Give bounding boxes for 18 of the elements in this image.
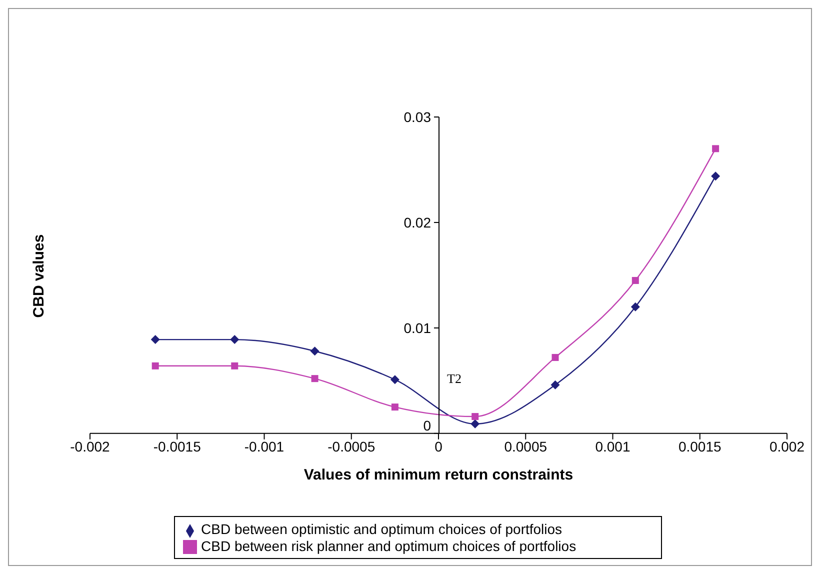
x-tick-label: -0.001 — [244, 438, 284, 454]
y-tick-label: 0 — [423, 417, 432, 434]
legend-label: CBD between risk planner and optimum choices of portfolios — [201, 538, 576, 554]
x-tick-label: 0.0005 — [504, 438, 548, 454]
x-tick-label: -0.002 — [70, 438, 110, 454]
legend-label: CBD between optimistic and optimum choices of portfolios — [201, 521, 562, 538]
x-axis-title: Values of minimum return constraints — [304, 466, 574, 484]
y-axis-title: CBD values — [30, 234, 48, 318]
x-tick-label: 0 — [434, 438, 443, 454]
y-tick-label: 0.01 — [404, 320, 432, 336]
y-tick-label: 0.03 — [404, 109, 432, 125]
x-tick-label: 0.0015 — [678, 438, 722, 454]
x-tick-label: -0.0015 — [153, 438, 202, 454]
x-tick-label: 0.002 — [769, 438, 805, 454]
x-tick-label: -0.0005 — [328, 438, 376, 454]
y-tick-label: 0.02 — [404, 214, 432, 230]
annotation: T2 — [447, 371, 462, 388]
x-tick-label: 0.001 — [595, 438, 630, 454]
